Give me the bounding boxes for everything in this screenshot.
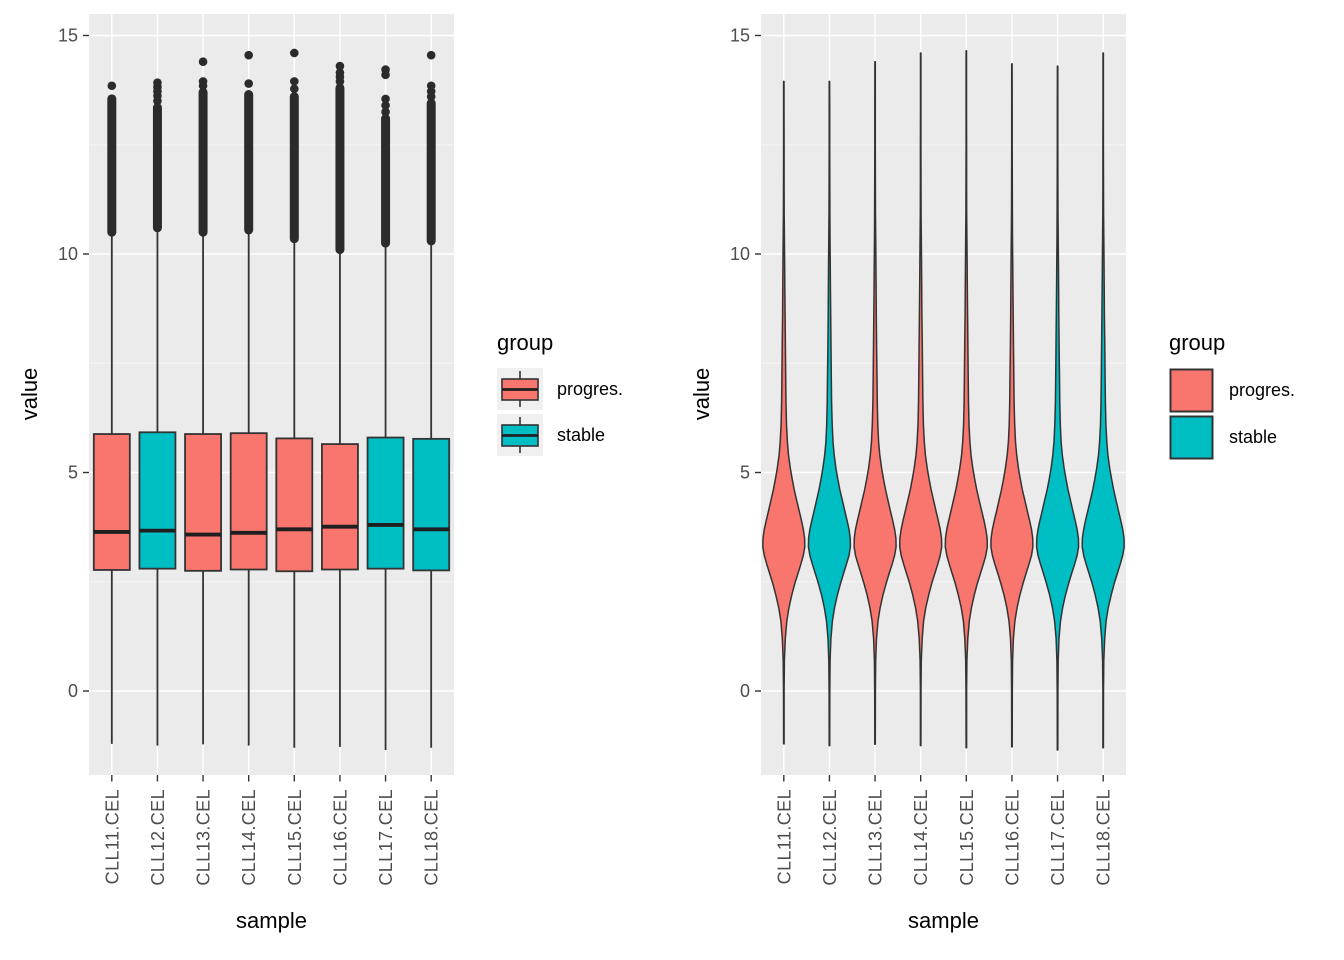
x-tick-label: CLL16.CEL (1002, 789, 1022, 886)
outlier-point (290, 77, 299, 86)
y-tick-label: 15 (730, 26, 750, 46)
legend-item-stable: stable (497, 414, 667, 456)
x-tick-label: CLL12.CEL (820, 789, 840, 886)
y-tick-label: 0 (740, 681, 750, 701)
x-tick-label: CLL18.CEL (422, 789, 442, 886)
outlier-point (198, 57, 208, 67)
x-tick-label: CLL14.CEL (239, 789, 259, 886)
legend-item-progres: progres. (1169, 368, 1339, 413)
boxplot-figure: 0 5 10 15 CLL11.CEL CLL12.CEL CLL13.CEL CLL14.C… (17, 14, 667, 933)
legend: group progres. stable (497, 330, 667, 460)
violin-CLL16.CEL (990, 63, 1034, 748)
legend: group progres. stable (1169, 330, 1339, 462)
violin-CLL11.CEL (762, 80, 806, 745)
legend-label-progres: progres. (1229, 380, 1296, 400)
outlier-point (290, 48, 299, 58)
legend-title: group (1169, 330, 1226, 355)
legend-item-stable: stable (1169, 415, 1339, 460)
outlier-point (335, 68, 345, 77)
violin-legend-key-icon (1169, 415, 1214, 460)
violin-CLL12.CEL (807, 80, 852, 747)
violin-CLL15.CEL (944, 50, 989, 749)
box-CLL15.CEL (275, 437, 314, 573)
x-axis-title: sample (236, 908, 307, 933)
y-tick-label: 10 (730, 244, 750, 264)
violin-legend-key-icon (1169, 368, 1214, 413)
y-axis-title: value (689, 367, 714, 421)
outlier-point (107, 81, 117, 91)
x-tick-label: CLL13.CEL (194, 789, 214, 886)
box-CLL18.CEL (412, 437, 451, 572)
y-tick-label: 0 (68, 681, 78, 701)
panel-background (89, 14, 454, 775)
x-axis-title: sample (908, 908, 979, 933)
box-CLL17.CEL (366, 436, 405, 570)
outlier-point (335, 61, 345, 71)
outlier-point (198, 77, 208, 86)
box-CLL11.CEL (92, 433, 131, 571)
boxplot-legend-key-icon (497, 368, 543, 410)
outlier-point (290, 84, 299, 94)
violin-CLL14.CEL (898, 52, 943, 747)
y-tick-label: 5 (68, 463, 78, 483)
legend-label-progres: progres. (557, 378, 624, 399)
violin-CLL18.CEL (1081, 52, 1125, 749)
x-tick-label: CLL11.CEL (102, 789, 122, 884)
x-tick-label: CLL14.CEL (911, 789, 931, 886)
y-tick-label: 10 (58, 244, 78, 264)
x-tick-label: CLL12.CEL (148, 789, 168, 886)
violin-plot-area: 0 5 10 15 CLL11.CEL CLL12.CEL CLL13.CEL CLL14.C… (730, 14, 1126, 886)
y-tick-label: 5 (740, 463, 750, 483)
violin-CLL13.CEL (853, 60, 897, 746)
box-CLL12.CEL (138, 431, 177, 570)
outlier-point (381, 94, 390, 104)
panel-background (761, 14, 1126, 775)
legend-label-stable: stable (1229, 427, 1278, 447)
outlier-point (381, 101, 390, 110)
y-axis-title: value (17, 367, 42, 421)
outlier-point (153, 78, 162, 87)
outlier-point (381, 107, 390, 117)
violin-CLL17.CEL (1035, 65, 1080, 751)
box-CLL16.CEL (321, 443, 359, 571)
outlier-point (426, 81, 436, 91)
box-CLL14.CEL (229, 432, 268, 571)
legend-title: group (497, 330, 554, 355)
outlier-point (426, 50, 436, 60)
boxplot-legend-key-icon (497, 414, 543, 456)
legend-item-progres: progres. (497, 368, 667, 410)
x-tick-label: CLL15.CEL (285, 789, 305, 886)
x-tick-label: CLL18.CEL (1094, 789, 1114, 886)
y-tick-label: 15 (58, 26, 78, 46)
legend-label-stable: stable (557, 424, 606, 445)
violin-figure: 0 5 10 15 CLL11.CEL CLL12.CEL CLL13.CEL CLL14.C… (672, 0, 1344, 960)
box-CLL13.CEL (184, 433, 222, 572)
outlier-point (381, 65, 390, 74)
x-tick-label: CLL17.CEL (1048, 789, 1068, 886)
x-tick-label: CLL15.CEL (957, 789, 977, 886)
outlier-point (244, 50, 253, 60)
x-tick-label: CLL16.CEL (330, 789, 350, 886)
boxplot-plot-area: 0 5 10 15 CLL11.CEL CLL12.CEL CLL13.CEL CLL14.C… (58, 14, 454, 886)
outlier-point (244, 79, 253, 88)
x-tick-label: CLL13.CEL (866, 789, 886, 886)
x-tick-label: CLL11.CEL (774, 789, 794, 884)
x-tick-label: CLL17.CEL (376, 789, 396, 886)
